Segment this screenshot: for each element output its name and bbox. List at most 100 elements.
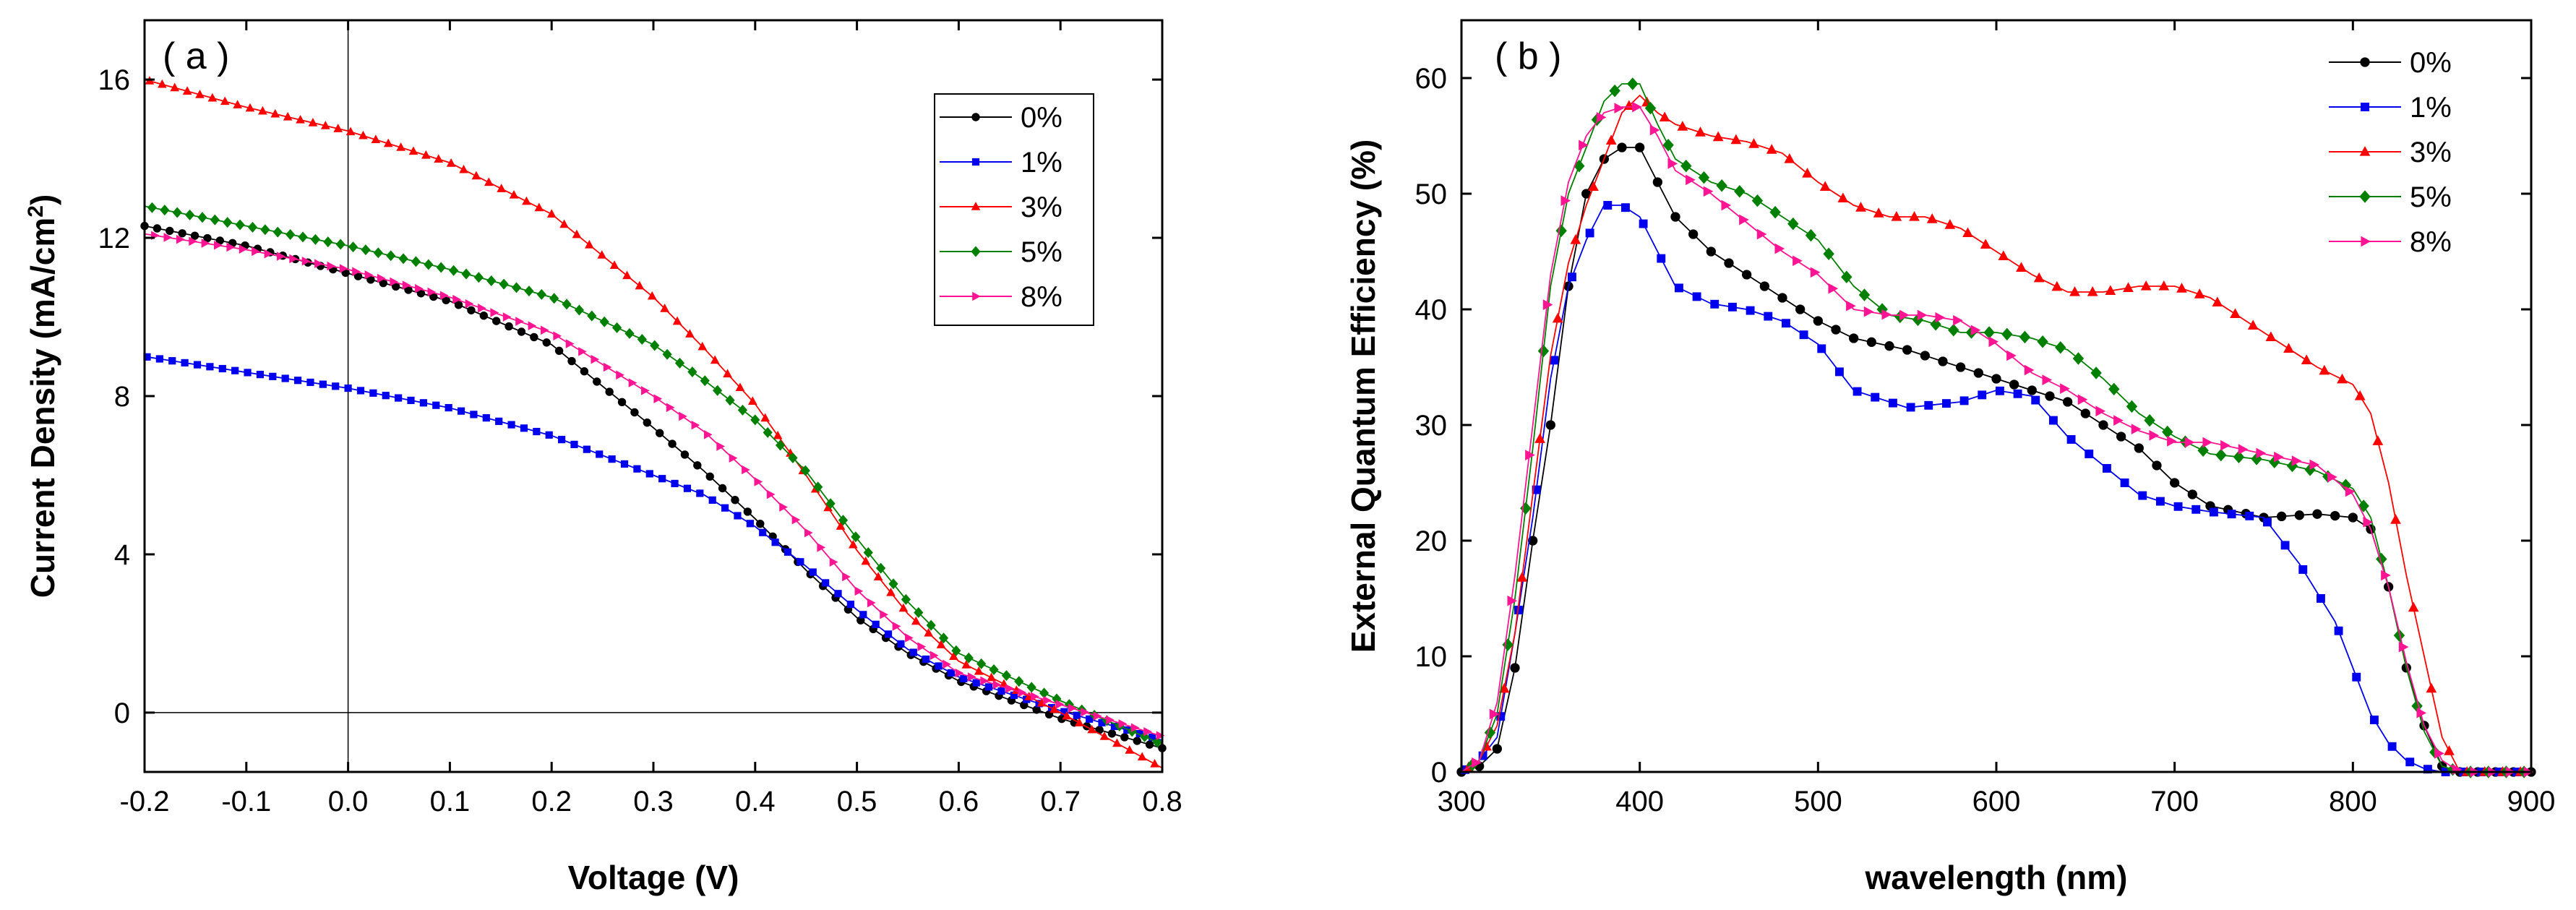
chart-a-data-point — [226, 242, 236, 252]
chart-b-data-point — [1670, 212, 1680, 222]
chart-b-data-point — [2444, 745, 2455, 755]
chart-a-data-point — [653, 394, 663, 403]
chart-a-data-point — [723, 369, 732, 378]
chart-a-data-point — [1106, 715, 1115, 725]
chart-b-data-point — [2009, 379, 2019, 390]
chart-b-data-point — [1888, 398, 1897, 408]
chart-a-panel-label: ( a ) — [163, 35, 229, 77]
chart-a-data-point — [172, 207, 182, 218]
chart-b-data-point — [2051, 280, 2063, 291]
chart-b-data-point — [2080, 408, 2090, 418]
chart-a-data-point — [967, 672, 976, 682]
chart-a-data-point — [517, 327, 526, 336]
chart-b-data-point — [2001, 327, 2013, 341]
chart-a-data-point — [924, 627, 933, 637]
chart-b-data-point — [2398, 641, 2409, 653]
chart-b-x-axis-label: wavelength (nm) — [1865, 859, 2128, 896]
chart-a-data-point — [671, 479, 679, 488]
chart-a-data-point — [565, 339, 575, 348]
chart-a-data-point — [432, 401, 440, 409]
chart-a-data-point — [473, 272, 484, 283]
chart-a-data-point — [992, 680, 1002, 690]
chart-a-data-point — [411, 256, 421, 267]
chart-b-data-point — [1525, 450, 1535, 460]
chart-a-data-point — [599, 316, 609, 327]
chart-a-data-point — [980, 676, 989, 686]
chart-a-data-point — [674, 357, 685, 369]
chart-b-data-point — [2149, 430, 2160, 441]
chart-a-data-point — [353, 272, 363, 280]
chart-b-data-point — [1492, 744, 1502, 754]
chart-a-data-point — [797, 558, 804, 566]
chart-a-data-point — [804, 528, 813, 538]
chart-a-data-point — [296, 114, 305, 124]
chart-b-data-point — [2037, 335, 2048, 348]
chart-a-x-tick-label: 0.3 — [633, 786, 674, 817]
chart-b-data-point — [1769, 205, 1781, 219]
chart-b-data-point — [1774, 243, 1785, 254]
chart-b-data-point — [1659, 111, 1670, 121]
chart-a-data-point — [872, 620, 880, 628]
chart-b-data-point — [1727, 302, 1737, 312]
chart-b-data-point — [1998, 250, 2009, 260]
chart-a-data-point — [276, 252, 285, 261]
chart-a-data-point — [395, 394, 403, 402]
chart-b-data-point — [1909, 210, 1920, 221]
chart-b-data-point — [2309, 459, 2320, 471]
chart-b-data-point — [1489, 708, 1500, 720]
chart-b-data-point — [1579, 139, 1589, 151]
chart-a-data-point — [482, 414, 490, 422]
chart-a-data-point — [377, 273, 386, 283]
chart-a-data-point — [960, 674, 968, 683]
chart-a-data-point — [439, 291, 449, 301]
chart-b-data-point — [2330, 510, 2340, 521]
chart-a-data-point — [622, 270, 632, 280]
chart-b-data-point — [1784, 153, 1795, 163]
chart-b-y-tick-label: 10 — [1415, 641, 1448, 673]
chart-a-data-point — [289, 254, 299, 264]
chart-b-data-point — [2197, 444, 2209, 457]
chart-a-data-point — [245, 103, 255, 112]
chart-b-data-point — [2105, 285, 2116, 296]
chart-a-data-point — [914, 607, 924, 619]
chart-a-data-point — [319, 380, 327, 388]
chart-a-data-point — [766, 489, 776, 499]
chart-a-data-point — [779, 502, 788, 512]
chart-a-x-tick-label: 0.6 — [939, 786, 979, 817]
chart-b-data-point — [2144, 413, 2155, 427]
chart-b-data-point — [2363, 517, 2374, 528]
chart-a-data-point — [546, 209, 557, 218]
chart-b-data-point — [2301, 354, 2312, 364]
chart-b-data-point — [2345, 486, 2356, 497]
chart-b-legend-marker — [2360, 57, 2370, 67]
chart-a-data-point — [424, 259, 434, 270]
chart-a-data-point — [201, 239, 210, 248]
chart-a-data-point — [1087, 724, 1096, 734]
chart-b-series-1pct — [1460, 201, 2531, 776]
chart-a-data-point — [220, 96, 230, 106]
chart-b-y-tick-label: 30 — [1415, 410, 1448, 442]
chart-b-data-point — [1507, 595, 1518, 606]
chart-a-data-point — [434, 154, 444, 163]
chart-a-data-point — [181, 359, 189, 367]
chart-b-data-point — [2072, 352, 2085, 365]
chart-a-data-point — [1150, 758, 1159, 768]
chart-a-legend-label: 8% — [1021, 281, 1062, 313]
chart-b-data-point — [1716, 179, 1727, 192]
chart-b-data-point — [1534, 433, 1545, 443]
chart-a-data-point — [1039, 687, 1049, 699]
chart-a-data-point — [829, 557, 838, 567]
chart-a-data-point — [1026, 682, 1036, 693]
chart-a-data-point — [416, 289, 426, 298]
chart-b-data-point — [1817, 344, 1826, 353]
chart-a-x-tick-label: 0.8 — [1142, 786, 1182, 817]
chart-a-data-point — [383, 138, 393, 147]
chart-a-data-point — [725, 395, 735, 406]
chart-a-data-point — [554, 346, 564, 356]
chart-a-data-point — [446, 158, 456, 167]
chart-a-data-point — [1074, 718, 1084, 726]
chart-b-data-point — [2230, 308, 2241, 318]
chart-a-data-point — [574, 304, 585, 316]
chart-a-legend-label: 1% — [1021, 147, 1062, 179]
chart-b-data-point — [2247, 319, 2259, 330]
